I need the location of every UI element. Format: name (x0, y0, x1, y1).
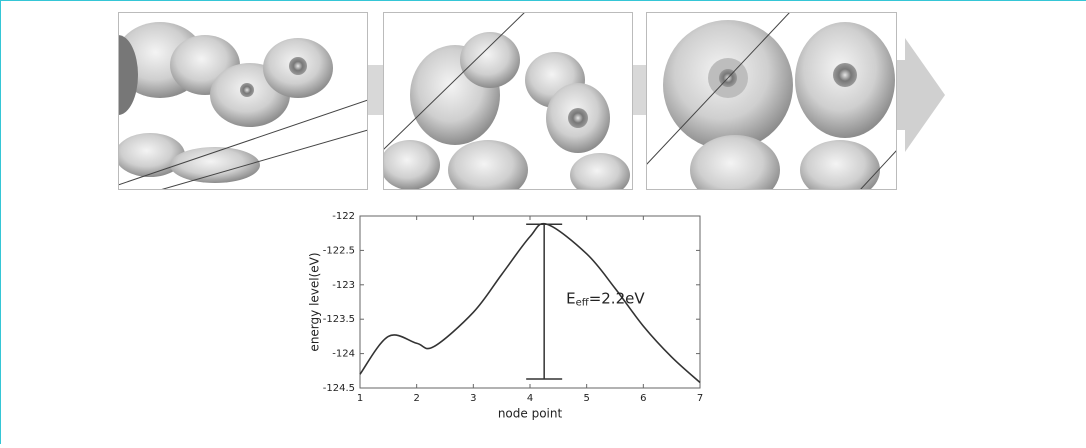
y-tick-label: -123.5 (323, 314, 355, 325)
image-panel (98, 12, 368, 190)
y-tick-label: -122 (332, 211, 355, 222)
x-tick-label: 6 (640, 393, 646, 404)
x-tick-label: 5 (583, 393, 589, 404)
chart: -122 -122.5 -123 -123.5 -124 -124.51 2 3 4 5 6 7 nod… (308, 211, 704, 421)
x-tick-label: 4 (527, 393, 533, 404)
arrow (897, 38, 945, 152)
arrow (633, 65, 646, 115)
arrow (368, 65, 383, 115)
y-tick-label: -122.5 (323, 245, 355, 256)
figure: -122 -122.5 -123 -123.5 -124 -124.51 2 3 4 5 6 7 nod… (0, 0, 1086, 444)
y-tick-label: -124.5 (323, 383, 355, 394)
annotation-symbol: E (566, 289, 575, 307)
x-tick-label: 1 (357, 393, 363, 404)
y-tick-label: -124 (332, 349, 355, 360)
x-axis-label: node point (498, 407, 563, 421)
annotation-subscript: eff (576, 298, 590, 309)
y-tick-label: -123 (332, 280, 355, 291)
x-tick-label: 7 (697, 393, 703, 404)
image-panel (646, 12, 897, 205)
y-axis-label: energy level(eV) (308, 252, 322, 351)
x-tick-label: 3 (470, 393, 476, 404)
x-tick-label: 2 (413, 393, 419, 404)
image-panel (380, 12, 633, 200)
plot-area (360, 216, 700, 388)
annotation-text: =2.2eV (589, 289, 646, 307)
